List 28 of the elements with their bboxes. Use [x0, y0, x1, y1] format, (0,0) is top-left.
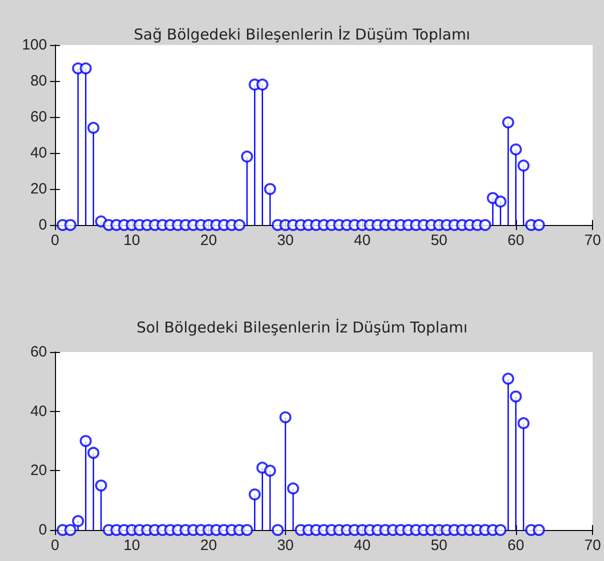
y-tick-label: 0: [38, 522, 47, 538]
y-tick-label: 60: [30, 108, 47, 126]
chart-title: Sağ Bölgedeki Bileşenlerin İz Düşüm Toplamı: [134, 26, 470, 44]
x-tick-label: 60: [508, 537, 524, 554]
y-tick-label: 20: [30, 462, 47, 480]
chart-title: Sol Bölgedeki Bileşenlerin İz Düşüm Toplamı: [136, 318, 468, 336]
x-tick-label: 70: [584, 537, 601, 554]
x-tick-label: 60: [508, 232, 524, 249]
x-tick-label: 30: [277, 537, 294, 554]
x-tick-label: 10: [123, 537, 140, 554]
x-tick-label: 30: [277, 232, 294, 249]
x-tick-label: 50: [430, 232, 448, 249]
x-tick-label: 40: [354, 232, 371, 249]
y-tick-label: 100: [22, 36, 47, 54]
x-tick-label: 0: [50, 232, 60, 249]
y-tick-label: 20: [30, 180, 47, 198]
x-tick-label: 0: [50, 537, 60, 554]
x-tick-label: 20: [200, 537, 217, 554]
y-tick-label: 0: [38, 216, 47, 234]
y-tick-label: 40: [30, 402, 47, 420]
x-tick-label: 70: [584, 232, 601, 249]
y-tick-label: 80: [30, 72, 47, 90]
x-tick-label: 40: [354, 537, 371, 554]
x-tick-label: 50: [430, 537, 448, 554]
x-tick-label: 20: [200, 232, 217, 249]
x-tick-label: 10: [123, 232, 140, 249]
y-tick-label: 60: [30, 344, 47, 360]
y-tick-label: 40: [30, 144, 47, 162]
